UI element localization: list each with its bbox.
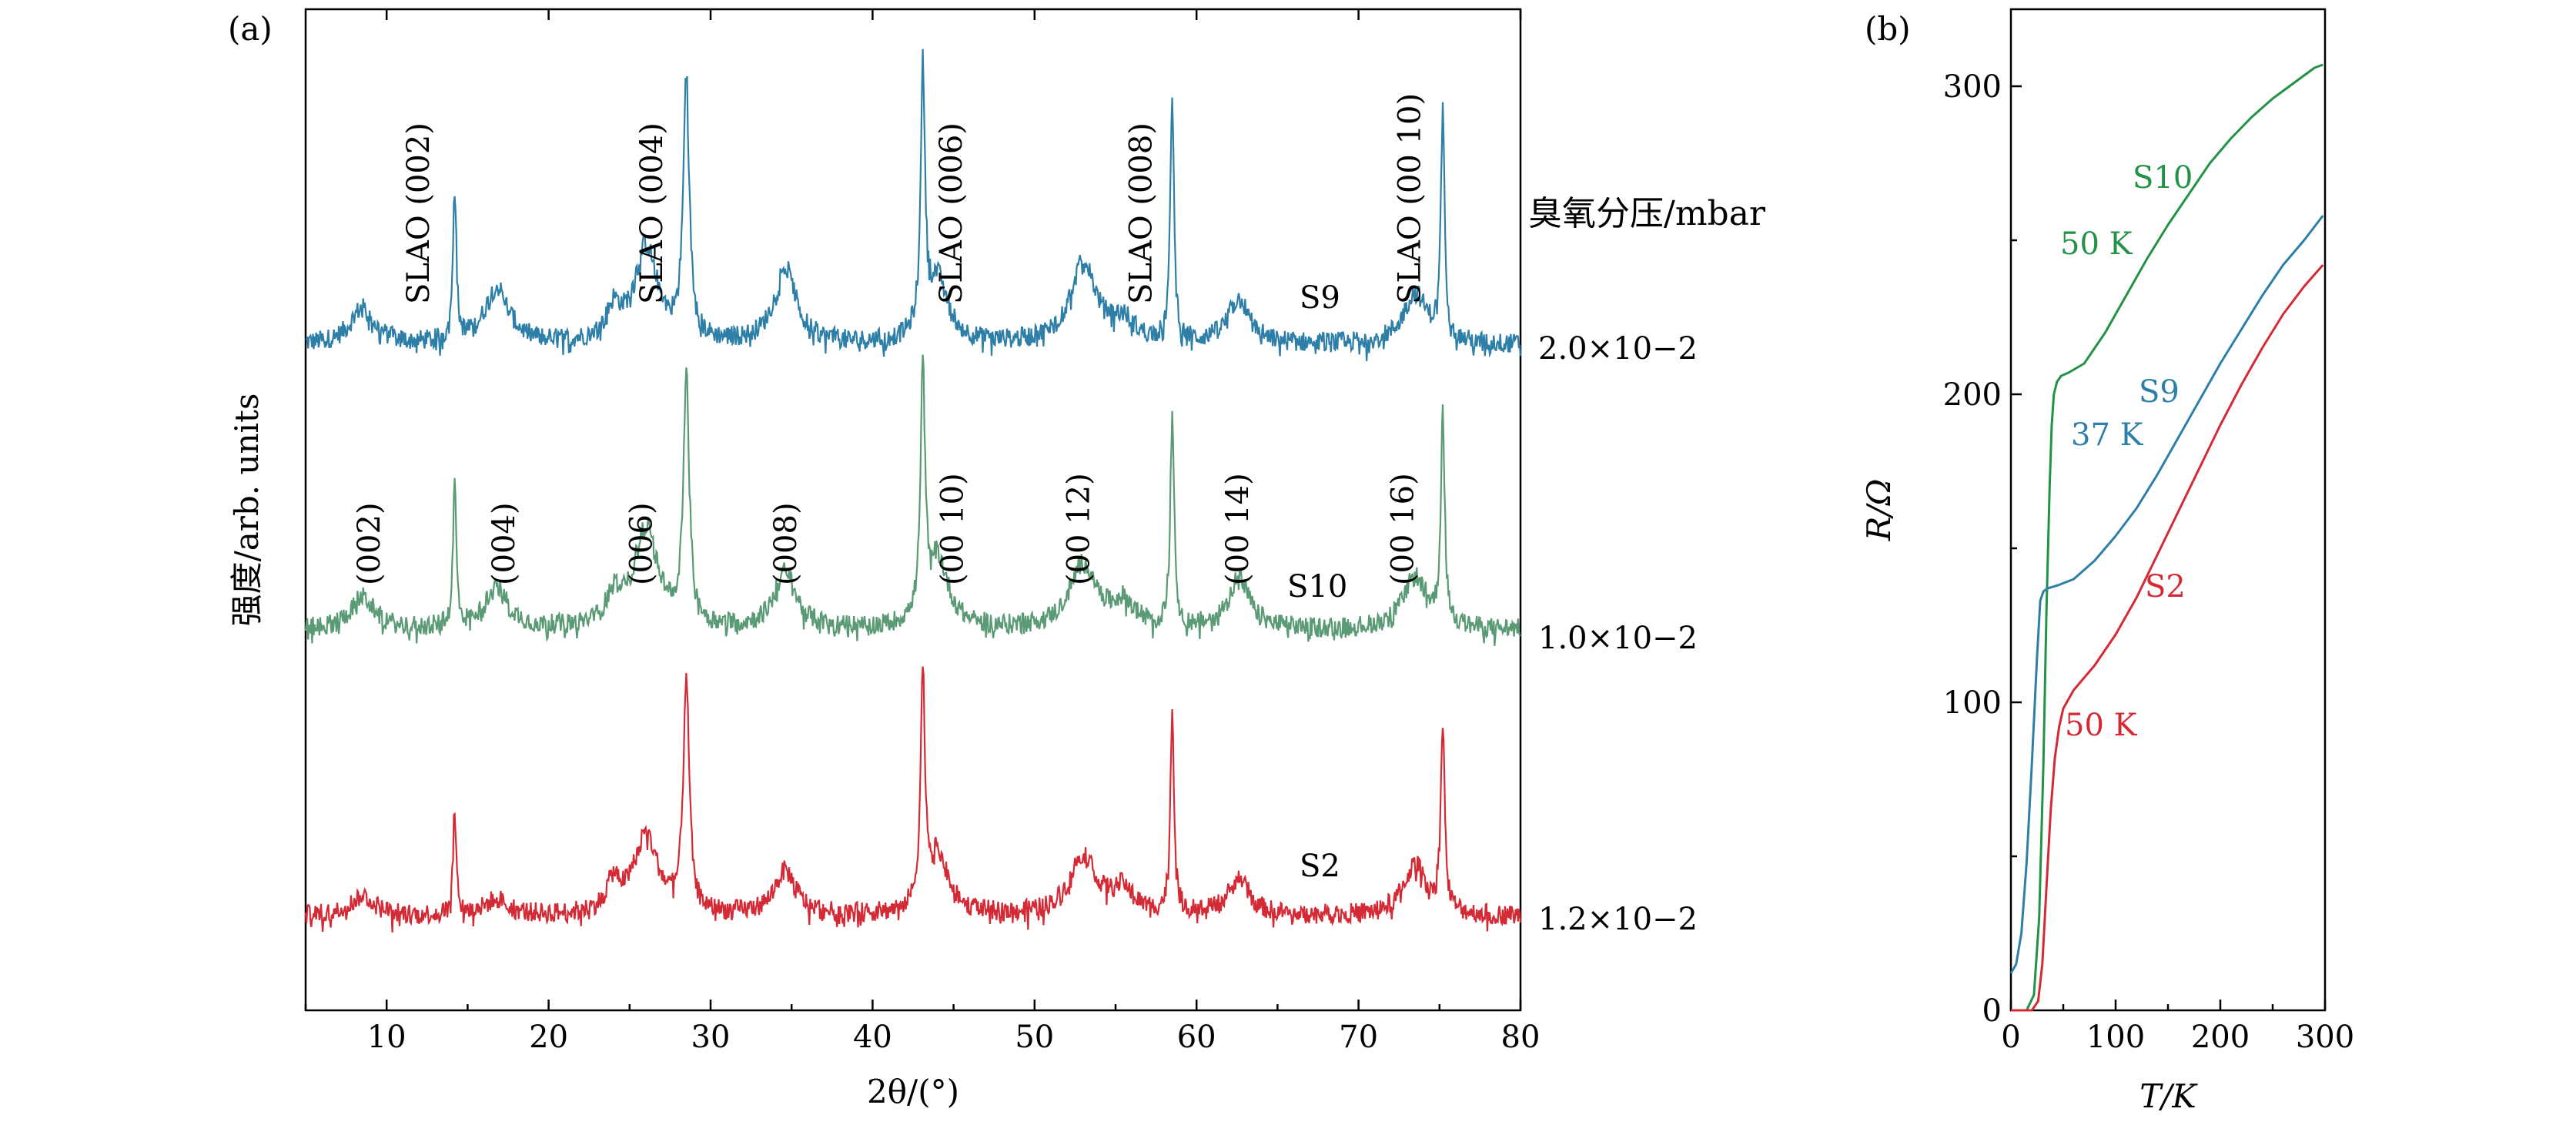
peak-label-slao: SLAO (00 10)	[1393, 93, 1428, 304]
peak-label-slao: SLAO (004)	[634, 122, 670, 304]
peak-label-slao: SLAO (008)	[1123, 122, 1159, 304]
xrd-trace-S10	[304, 354, 1521, 646]
x-tick-label: 20	[529, 1020, 568, 1055]
panel-a-y-axis-label: 强度/arb. units	[228, 394, 266, 627]
series-label-S10: S10	[1287, 569, 1347, 605]
tc-label-S9: 37 K	[2071, 417, 2144, 453]
peak-label-slao: SLAO (002)	[401, 122, 437, 304]
pressure-S10: 1.0×10−2	[1538, 621, 1698, 656]
rt-curve-S2	[2011, 264, 2324, 1012]
pressure-S9: 2.0×10−2	[1538, 331, 1698, 367]
peak-label-film: (006)	[624, 502, 660, 585]
panel-b-ticks: 0 100 200 300 0 100 200 300	[1943, 69, 2355, 1055]
series-label-S9-b: S9	[2139, 374, 2180, 410]
series-label-S9: S9	[1300, 280, 1340, 316]
x-tick-label: 300	[2296, 1020, 2354, 1055]
tc-label-S10: 50 K	[2060, 226, 2133, 262]
peak-label-film: (004)	[487, 502, 522, 585]
x-tick-label: 200	[2191, 1020, 2250, 1055]
tc-label-S2: 50 K	[2065, 708, 2138, 743]
x-tick-label: 30	[691, 1020, 731, 1055]
panel-b-frame	[2009, 8, 2327, 1012]
peak-label-film: (00 10)	[935, 473, 971, 585]
series-label-S10-b: S10	[2133, 160, 2193, 196]
panel-a-label: (a)	[228, 10, 273, 48]
x-tick-label: 10	[367, 1020, 406, 1055]
y-tick-label: 200	[1943, 377, 2002, 413]
x-tick-label: 0	[2001, 1020, 2020, 1055]
x-tick-label: 60	[1177, 1020, 1216, 1055]
panel-a-x-axis-label: 2θ/(°)	[867, 1073, 959, 1110]
series-label-S2: S2	[1300, 849, 1340, 884]
pressure-legend-title: 臭氧分压/mbar	[1528, 194, 1766, 233]
x-tick-label: 70	[1339, 1020, 1378, 1055]
peak-label-film: (00 16)	[1386, 473, 1421, 585]
y-tick-label: 0	[1982, 993, 2002, 1029]
panel-b-x-axis-label: T/K	[2139, 1077, 2198, 1115]
panel-b: (b) 0 100 200 300 0 100 200 300 T/K R/Ω S10 50 …	[1860, 8, 2355, 1115]
x-tick-label: 50	[1015, 1020, 1054, 1055]
peak-label-film: (00 12)	[1062, 473, 1097, 585]
panel-a: (a) 10 20 30 40 50 60 70 80 SLAO (002) SLAO (004…	[228, 8, 1766, 1110]
pressure-S2: 1.2×10−2	[1538, 902, 1698, 937]
xrd-trace-S9	[305, 49, 1522, 362]
y-tick-label: 300	[1943, 69, 2002, 105]
rt-curve-S9	[2009, 215, 2324, 974]
peak-label-slao: SLAO (006)	[934, 122, 969, 304]
peak-label-film: (00 14)	[1220, 473, 1256, 585]
panel-a-x-ticks: 10 20 30 40 50 60 70 80	[304, 9, 1541, 1055]
panel-b-label: (b)	[1865, 10, 1911, 48]
series-label-S2-b: S2	[2145, 569, 2186, 605]
xrd-trace-S2	[304, 666, 1522, 933]
panel-b-series	[2009, 63, 2324, 1012]
peak-label-film: (008)	[768, 502, 804, 585]
x-tick-label: 40	[853, 1020, 892, 1055]
x-tick-label: 80	[1501, 1020, 1541, 1055]
rt-curve-S10	[2011, 63, 2323, 1012]
panel-a-annotations: SLAO (002) SLAO (004) SLAO (006) SLAO (008)…	[352, 93, 1427, 585]
peak-label-film: (002)	[352, 502, 387, 585]
panel-a-frame	[304, 8, 1522, 1012]
panel-a-series	[304, 49, 1522, 933]
y-tick-label: 100	[1943, 685, 2002, 721]
x-tick-label: 100	[2086, 1020, 2145, 1055]
panel-b-y-axis-label: R/Ω	[1860, 479, 1898, 542]
